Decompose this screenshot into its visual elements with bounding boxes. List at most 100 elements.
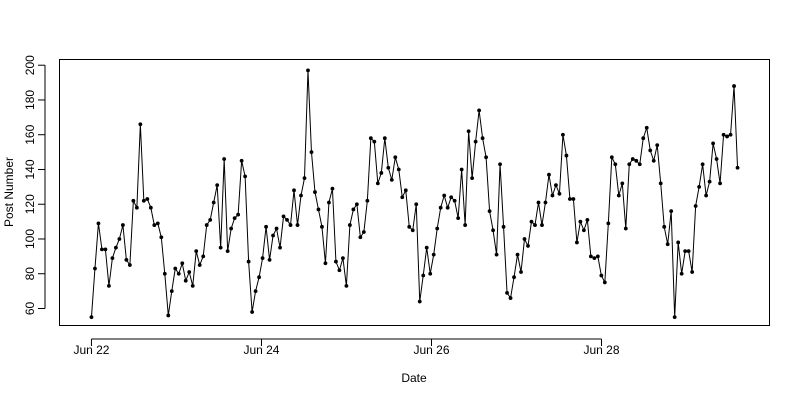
data-point: [487, 209, 492, 214]
data-point: [512, 275, 516, 280]
data-point: [117, 237, 122, 241]
data-point: [382, 136, 387, 141]
data-point: [145, 197, 150, 201]
data-point: [103, 247, 108, 252]
data-point: [114, 245, 118, 250]
data-point: [316, 207, 321, 212]
data-point: [700, 162, 705, 167]
data-point: [491, 228, 495, 233]
data-point: [253, 289, 258, 294]
data-point: [550, 193, 555, 198]
data-point: [704, 193, 709, 198]
data-point: [229, 226, 234, 231]
data-point: [354, 202, 359, 207]
data-point: [452, 198, 457, 203]
data-point: [547, 172, 551, 177]
data-point: [407, 224, 412, 229]
data-point: [533, 223, 537, 227]
data-point: [337, 268, 342, 273]
data-point: [665, 242, 670, 247]
data-point: [110, 256, 115, 260]
data-point: [578, 219, 583, 224]
data-point: [693, 204, 698, 208]
y-axis: 60 80 100 120 140 160 180 200: [23, 55, 46, 315]
data-point: [131, 198, 136, 203]
data-point: [180, 261, 185, 266]
data-point: [372, 139, 377, 144]
data-point: [334, 259, 338, 264]
data-point: [107, 284, 111, 288]
data-point: [606, 221, 611, 226]
data-point: [281, 214, 286, 219]
x-tick-label: Jun 28: [584, 343, 620, 357]
data-point: [127, 263, 132, 267]
data-point: [519, 270, 523, 274]
y-tick-label: 180: [23, 90, 37, 110]
data-point: [330, 186, 335, 191]
data-point: [588, 254, 593, 259]
data-point: [134, 205, 139, 210]
data-point: [721, 132, 726, 137]
data-point: [222, 157, 227, 161]
data-point: [313, 190, 317, 194]
data-point: [442, 193, 447, 198]
data-point: [735, 165, 740, 170]
data-point: [466, 129, 471, 134]
data-point: [477, 108, 482, 113]
data-point: [428, 271, 433, 276]
data-point: [208, 217, 213, 222]
data-point: [438, 205, 443, 210]
data-point: [620, 181, 625, 186]
data-point: [148, 205, 153, 210]
data-point: [169, 289, 174, 294]
data-point: [662, 224, 667, 229]
data-point: [498, 162, 502, 167]
data-point: [554, 183, 558, 188]
data-point: [327, 200, 331, 205]
data-point: [592, 256, 597, 260]
data-point: [257, 275, 261, 280]
data-point: [225, 249, 230, 254]
data-point: [449, 195, 454, 200]
data-point: [403, 188, 408, 193]
data-point: [575, 240, 579, 245]
data-point: [515, 252, 520, 257]
data-point: [299, 193, 303, 198]
data-point: [194, 249, 199, 254]
data-point: [159, 235, 164, 240]
data-point: [236, 212, 241, 217]
x-tick-label: Jun 24: [243, 343, 279, 357]
y-tick-label: 60: [23, 301, 37, 315]
data-point: [732, 84, 736, 88]
data-point: [473, 139, 478, 144]
data-point: [655, 143, 660, 148]
data-point: [389, 178, 394, 182]
data-point: [243, 174, 248, 179]
data-point: [630, 157, 635, 161]
data-point: [623, 226, 628, 231]
data-point: [672, 315, 677, 320]
data-point: [320, 224, 324, 229]
data-point: [89, 315, 94, 320]
y-axis-label: Post Number: [2, 157, 16, 227]
data-point: [232, 216, 237, 221]
data-point: [414, 202, 419, 207]
data-point: [676, 240, 681, 245]
data-point: [93, 266, 97, 271]
series-line: [90, 70, 739, 318]
data-point: [166, 313, 171, 318]
data-point: [358, 235, 363, 240]
data-point: [536, 200, 541, 205]
data-point: [141, 198, 146, 203]
data-point: [718, 181, 722, 186]
data-point: [323, 261, 328, 266]
data-point: [564, 153, 569, 158]
data-point: [634, 158, 639, 163]
data-point: [187, 270, 192, 274]
data-point: [679, 271, 684, 276]
data-point: [361, 230, 366, 234]
data-point: [463, 223, 468, 227]
data-point: [260, 256, 265, 260]
data-point: [602, 280, 607, 285]
data-point: [250, 310, 255, 314]
